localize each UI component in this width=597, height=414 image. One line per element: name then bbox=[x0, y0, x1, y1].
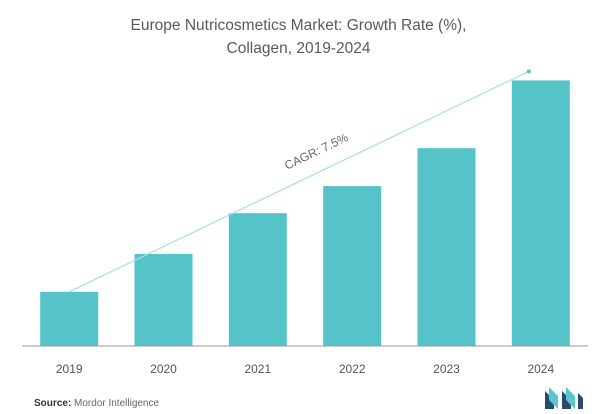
x-tick-labels: 2019 2020 2021 2022 2023 2024 bbox=[56, 362, 555, 376]
bar-2020 bbox=[134, 253, 193, 346]
mordor-intelligence-logo bbox=[545, 387, 583, 409]
cagr-trend-end-dot bbox=[526, 69, 531, 74]
x-tick-label-2024: 2024 bbox=[527, 362, 554, 376]
x-tick-label-2019: 2019 bbox=[56, 362, 83, 376]
cagr-trend-line bbox=[68, 70, 530, 293]
bar-2024 bbox=[511, 80, 570, 347]
chart-title-line-2: Collagen, 2019-2024 bbox=[226, 40, 371, 57]
bar-2023 bbox=[417, 148, 476, 346]
source-note: Source: Mordor Intelligence bbox=[34, 398, 159, 409]
x-tick-label-2022: 2022 bbox=[339, 362, 366, 376]
source-label: Source: bbox=[34, 398, 72, 409]
x-tick-label-2021: 2021 bbox=[244, 362, 271, 376]
chart-title-line-1: Europe Nutricosmetics Market: Growth Rat… bbox=[130, 17, 467, 34]
x-tick-label-2020: 2020 bbox=[150, 362, 177, 376]
bars-layer bbox=[40, 80, 570, 347]
x-tick-label-2023: 2023 bbox=[433, 362, 460, 376]
bar-2019 bbox=[40, 291, 99, 346]
source-text: Mordor Intelligence bbox=[74, 398, 160, 409]
chart-title: Europe Nutricosmetics Market: Growth Rat… bbox=[0, 14, 597, 60]
bar-2021 bbox=[228, 213, 287, 346]
bar-2022 bbox=[323, 186, 382, 346]
cagr-annotation: CAGR: 7.5% bbox=[282, 130, 350, 172]
